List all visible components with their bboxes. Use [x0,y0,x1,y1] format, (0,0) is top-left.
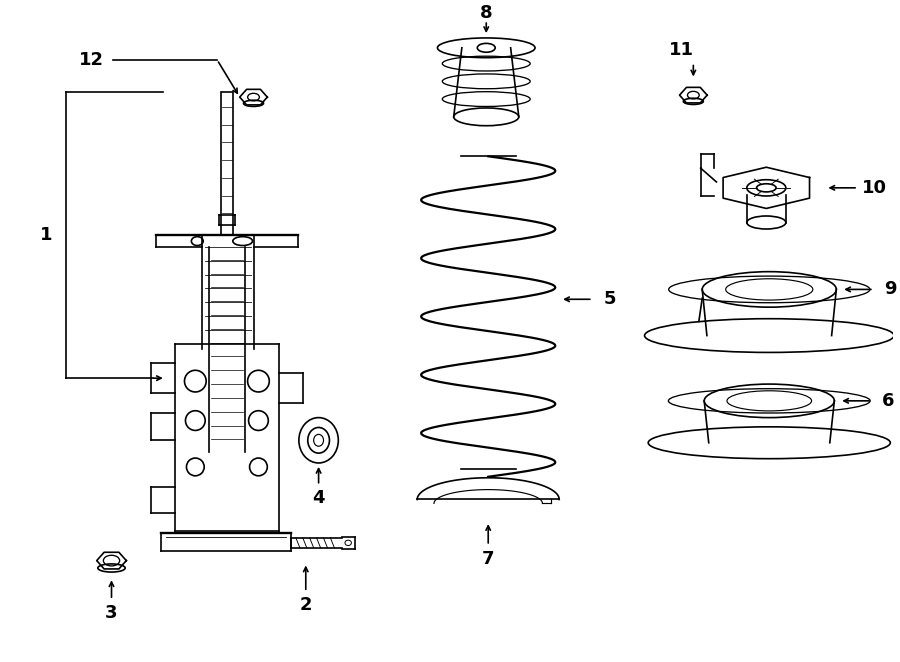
Text: 10: 10 [862,179,887,197]
Text: 4: 4 [312,489,325,508]
Text: 2: 2 [300,596,312,614]
Text: 12: 12 [79,50,104,69]
Text: 5: 5 [603,290,616,308]
Text: 8: 8 [480,4,492,23]
Text: 6: 6 [882,392,895,410]
Text: 11: 11 [669,41,694,59]
Text: 3: 3 [105,604,118,622]
Text: 1: 1 [40,226,53,244]
Text: 7: 7 [482,549,494,567]
Text: 9: 9 [885,281,896,299]
